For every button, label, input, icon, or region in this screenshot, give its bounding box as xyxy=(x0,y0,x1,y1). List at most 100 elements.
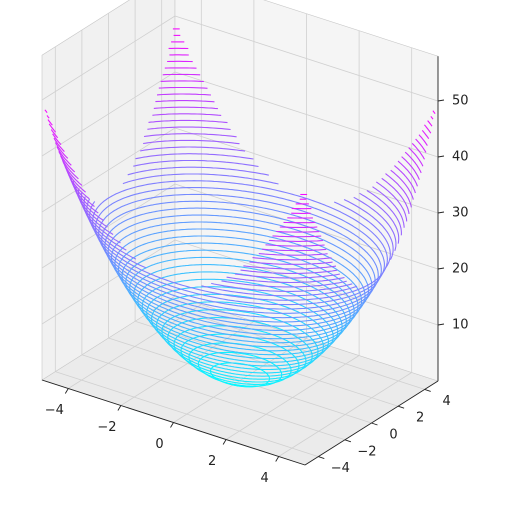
z-tick-mark xyxy=(437,211,445,214)
z-tick-mark xyxy=(437,155,445,158)
contour-line xyxy=(86,198,137,260)
contour-line xyxy=(47,119,53,126)
x-tick-mark xyxy=(64,388,69,394)
contour-line xyxy=(333,201,391,269)
axis-ticks: −4 −2 0 2 4 −4 −2 0 2 4 10 20 30 40 50 xyxy=(41,56,469,486)
contour-line xyxy=(366,190,402,236)
contour-line xyxy=(143,133,237,138)
contour-line xyxy=(221,280,347,288)
contour-line xyxy=(117,235,363,336)
x-tick-label: −2 xyxy=(97,420,116,435)
contour-line xyxy=(385,173,412,208)
x-tick-mark xyxy=(222,439,227,445)
z-tick-mark xyxy=(437,99,445,102)
contour-line xyxy=(44,109,48,114)
contour-line xyxy=(394,165,416,194)
contour-line xyxy=(148,119,228,124)
x-tick-label: 2 xyxy=(208,454,216,469)
contour-line xyxy=(252,257,332,261)
contour-line xyxy=(432,110,436,114)
contour-line xyxy=(167,317,313,377)
contour-line xyxy=(390,169,414,200)
contour-line xyxy=(415,138,427,153)
x-tick-mark xyxy=(170,422,174,428)
contour-line xyxy=(430,116,434,120)
y-tick-mark xyxy=(318,456,325,460)
x-tick-mark xyxy=(275,456,280,462)
contour-line xyxy=(143,139,240,145)
contour-line xyxy=(404,151,422,174)
contour-line xyxy=(114,228,366,331)
contour-line xyxy=(50,129,59,139)
contour-line xyxy=(156,301,324,371)
contour-line xyxy=(359,192,400,244)
y-tick-mark xyxy=(424,388,431,392)
contour-lines xyxy=(44,28,436,388)
z-tick-label: 50 xyxy=(452,94,469,109)
contour-line xyxy=(249,261,333,265)
x-tick-label: −4 xyxy=(45,403,64,418)
contour-line xyxy=(276,230,320,233)
contour-line xyxy=(353,196,397,251)
contour-line xyxy=(401,156,420,180)
contour-line xyxy=(107,214,373,323)
contour-line xyxy=(262,248,327,252)
contour-line xyxy=(197,351,283,387)
contour-line xyxy=(127,166,269,176)
grid-line-y xyxy=(81,354,346,441)
contour-line xyxy=(58,151,76,173)
contour-line xyxy=(201,285,358,297)
contour-line xyxy=(243,265,337,270)
contour-line xyxy=(421,130,430,139)
contour-line xyxy=(137,271,343,356)
contour-line xyxy=(101,200,379,314)
contour-line xyxy=(397,160,418,187)
contour-line xyxy=(151,293,329,367)
y-tick-mark xyxy=(344,439,352,443)
contour-line xyxy=(155,100,215,103)
contour-line xyxy=(152,113,222,116)
contour-line xyxy=(265,244,325,247)
contour-line xyxy=(153,106,218,110)
grid-line-z xyxy=(41,71,176,157)
contour-line xyxy=(147,126,231,131)
contour-line xyxy=(83,196,127,251)
axes-panes xyxy=(41,0,439,466)
contour-line xyxy=(226,276,345,284)
contour-line xyxy=(104,207,376,319)
contour-line xyxy=(234,273,340,279)
contour-line xyxy=(156,93,212,96)
grid-line-z xyxy=(41,15,176,101)
contour-line xyxy=(140,146,246,152)
contour-line xyxy=(211,282,353,292)
contour-line xyxy=(268,239,324,242)
contour-line xyxy=(55,142,69,159)
contour-line xyxy=(158,86,208,89)
z-tick-label: 20 xyxy=(452,262,469,277)
contour-line xyxy=(95,187,385,306)
contour-line xyxy=(133,159,259,168)
contour-line xyxy=(160,80,204,83)
y-tick-label: 4 xyxy=(443,394,451,409)
contour-line xyxy=(125,249,355,344)
contour-line xyxy=(62,160,83,186)
contour-line xyxy=(52,133,62,146)
x-tick-label: 4 xyxy=(261,471,269,486)
contour-line xyxy=(372,186,405,228)
x-tick-mark xyxy=(117,405,122,411)
contour-line xyxy=(110,221,370,327)
contour-line xyxy=(427,120,433,127)
contour-line xyxy=(411,143,425,160)
contour-line xyxy=(381,177,410,214)
grid-line-z xyxy=(174,71,439,158)
contour-line xyxy=(46,115,50,119)
z-tick-label: 40 xyxy=(452,150,469,165)
contour-line xyxy=(180,333,300,383)
y-tick-label: 0 xyxy=(389,428,397,443)
z-tick-label: 30 xyxy=(452,206,469,221)
y-tick-label: −2 xyxy=(357,444,376,459)
z-tick-mark xyxy=(437,323,445,326)
contour-line xyxy=(56,146,72,166)
